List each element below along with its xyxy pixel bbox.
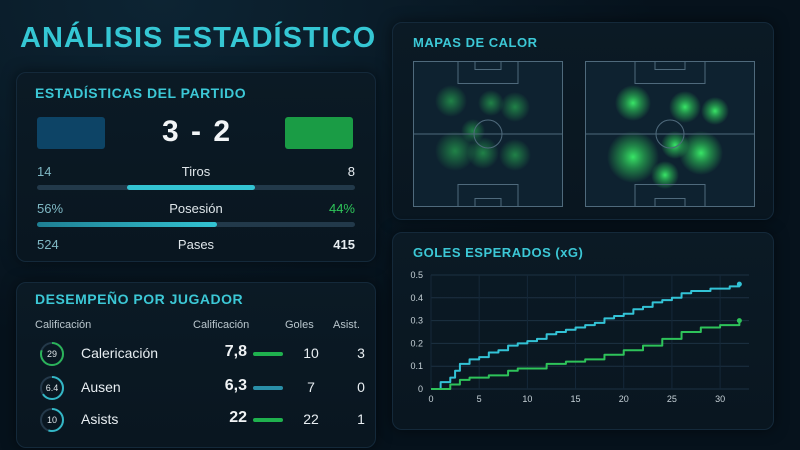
- player-rating: 6,3: [224, 377, 247, 394]
- passes-left-value: 524: [37, 237, 59, 252]
- player-name: Calericación: [81, 345, 159, 361]
- stat-row-possession: 56% Posesión 44%: [37, 201, 355, 221]
- player-badge: 29: [46, 349, 57, 359]
- player-goals: 22: [303, 411, 319, 427]
- heat-spot: [499, 139, 531, 171]
- player-row[interactable]: 10 Asists 22 22 1: [35, 407, 365, 435]
- player-row[interactable]: 29 Calericación 7,8 10 3: [35, 341, 365, 369]
- xg-chart-title: GOLES ESPERADOS (xG): [413, 245, 584, 260]
- x-tick-label: 25: [667, 394, 677, 404]
- heat-spot: [607, 131, 659, 183]
- heat-spot: [461, 119, 485, 143]
- possession-bar-fill: [37, 222, 217, 227]
- x-tick-label: 0: [428, 394, 433, 404]
- shots-bar: [37, 185, 355, 190]
- heat-spot: [435, 85, 467, 117]
- page-title: ANÁLISIS ESTADÍSTICO: [20, 22, 377, 54]
- heat-spot: [500, 92, 530, 122]
- player-rating-ring: 10: [39, 407, 65, 433]
- y-tick-label: 0.3: [410, 316, 423, 326]
- player-rating-bar: [253, 386, 283, 390]
- shots-right-value: 8: [347, 164, 355, 179]
- heatmap-pitch-team-a[interactable]: [413, 61, 563, 207]
- player-goals: 10: [303, 345, 319, 361]
- y-tick-label: 0: [418, 384, 423, 394]
- y-tick-label: 0.5: [410, 270, 423, 280]
- player-rating: 7,8: [224, 343, 247, 360]
- xg-line-chart[interactable]: 0 0.1 0.2 0.3 0.4 0.5 0 5 10 15 20 25 30: [393, 233, 773, 429]
- team-b-color-block: [285, 117, 353, 149]
- xg-series-line: [431, 320, 741, 390]
- player-name: Asists: [81, 411, 119, 427]
- player-rating-bar: [253, 418, 283, 422]
- ring-progress: [40, 376, 64, 400]
- heatmaps-panel: MAPAS DE CALOR: [392, 22, 774, 220]
- match-stats-panel: ESTADÍSTICAS DEL PARTIDO 3 - 2 14 Tiros …: [16, 72, 376, 262]
- header-goals: Goles: [285, 319, 314, 331]
- heatmap-pitch-team-b[interactable]: [585, 61, 755, 207]
- player-assists: 1: [357, 411, 365, 427]
- heatmaps-title: MAPAS DE CALOR: [413, 35, 538, 50]
- player-badge: 10: [46, 415, 57, 425]
- y-tick-label: 0.2: [410, 338, 423, 348]
- x-tick-label: 5: [477, 394, 482, 404]
- header-rating-left: Calificación: [35, 319, 92, 331]
- xg-series-endpoint: [736, 281, 742, 287]
- score: 3 - 2: [161, 115, 233, 148]
- xg-chart-panel: GOLES ESPERADOS (xG) 0 0.1 0.2 0.3 0.4 0.5 0 5 1…: [392, 232, 774, 430]
- heat-spot: [435, 131, 475, 171]
- heat-spot: [467, 137, 499, 169]
- x-tick-label: 15: [571, 394, 581, 404]
- player-goals: 7: [307, 379, 315, 395]
- shots-label: Tiros: [181, 164, 211, 179]
- heat-spot: [651, 161, 679, 189]
- match-stats-title: ESTADÍSTICAS DEL PARTIDO: [35, 85, 247, 101]
- player-row[interactable]: 6.4 Ausen 6,3 7 0: [35, 375, 365, 403]
- heat-spot: [679, 131, 723, 175]
- header-assists: Asist.: [333, 319, 360, 331]
- heat-spot: [669, 91, 701, 123]
- player-assists: 0: [357, 379, 365, 395]
- ring-progress: [40, 342, 64, 366]
- xg-series-endpoint: [736, 318, 742, 324]
- y-tick-label: 0.1: [410, 361, 423, 371]
- player-rating-ring: 6.4: [39, 375, 65, 401]
- player-rating-ring: 29: [39, 341, 65, 367]
- passes-label: Pases: [177, 237, 215, 252]
- header-rating: Calificación: [193, 319, 250, 331]
- x-tick-label: 30: [715, 394, 725, 404]
- stat-row-passes: 524 Pases 415: [37, 237, 355, 257]
- possession-left-value: 56%: [37, 201, 64, 216]
- shots-left-value: 14: [37, 164, 52, 179]
- player-badge: 6.4: [45, 383, 59, 393]
- possession-label: Posesión: [169, 201, 223, 216]
- shots-bar-fill: [127, 185, 255, 190]
- player-performance-title: DESEMPEÑO POR JUGADOR: [35, 291, 244, 307]
- possession-bar: [37, 222, 355, 227]
- y-tick-label: 0.4: [410, 293, 423, 303]
- player-rating: 22: [229, 409, 247, 426]
- team-a-color-block: [37, 117, 105, 149]
- xg-series-line: [431, 284, 741, 390]
- possession-right-value: 44%: [328, 201, 355, 216]
- player-name: Ausen: [81, 379, 121, 395]
- ring-progress: [40, 408, 64, 432]
- player-assists: 3: [357, 345, 365, 361]
- heat-spot: [701, 97, 729, 125]
- heat-spot: [615, 85, 651, 121]
- x-tick-label: 20: [619, 394, 629, 404]
- passes-right-value: 415: [333, 237, 355, 252]
- x-tick-label: 10: [522, 394, 532, 404]
- player-rating-bar: [253, 352, 283, 356]
- heat-spot: [478, 90, 504, 116]
- player-performance-panel: DESEMPEÑO POR JUGADOR Calificación Calif…: [16, 282, 376, 448]
- stat-row-shots: 14 Tiros 8: [37, 164, 355, 184]
